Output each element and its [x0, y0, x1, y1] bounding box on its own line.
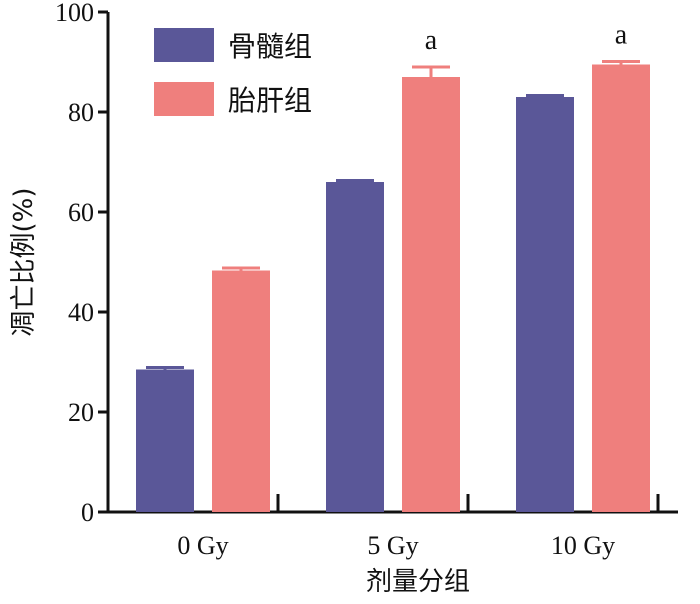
bar — [326, 182, 384, 512]
legend-label: 骨髓组 — [228, 30, 312, 63]
y-tick-label: 60 — [68, 198, 94, 227]
y-ticks: 0 20 40 60 80 100 — [55, 0, 108, 527]
significance-label: a — [615, 20, 628, 51]
bar — [592, 64, 650, 512]
y-tick-label: 0 — [81, 498, 94, 527]
y-tick-label: 80 — [68, 98, 94, 127]
legend-swatch — [154, 82, 214, 116]
y-tick-label: 20 — [68, 398, 94, 427]
x-tick-label: 5 Gy — [367, 531, 418, 560]
x-axis-title: 剂量分组 — [366, 567, 470, 597]
x-tick-label: 0 Gy — [177, 531, 228, 560]
y-tick-label: 100 — [55, 0, 94, 27]
x-tick-label: 10 Gy — [551, 531, 615, 560]
bar — [402, 77, 460, 512]
bar — [136, 369, 194, 512]
y-tick-label: 40 — [68, 298, 94, 327]
legend-label: 胎肝组 — [228, 84, 312, 117]
bar — [212, 270, 270, 512]
axes — [106, 12, 678, 514]
x-ticks: 0 Gy 5 Gy 10 Gy — [177, 494, 660, 560]
legend-swatch — [154, 28, 214, 62]
y-axis-title: 凋亡比例(%) — [9, 188, 39, 337]
bar — [516, 97, 574, 512]
significance-label: a — [425, 25, 438, 56]
